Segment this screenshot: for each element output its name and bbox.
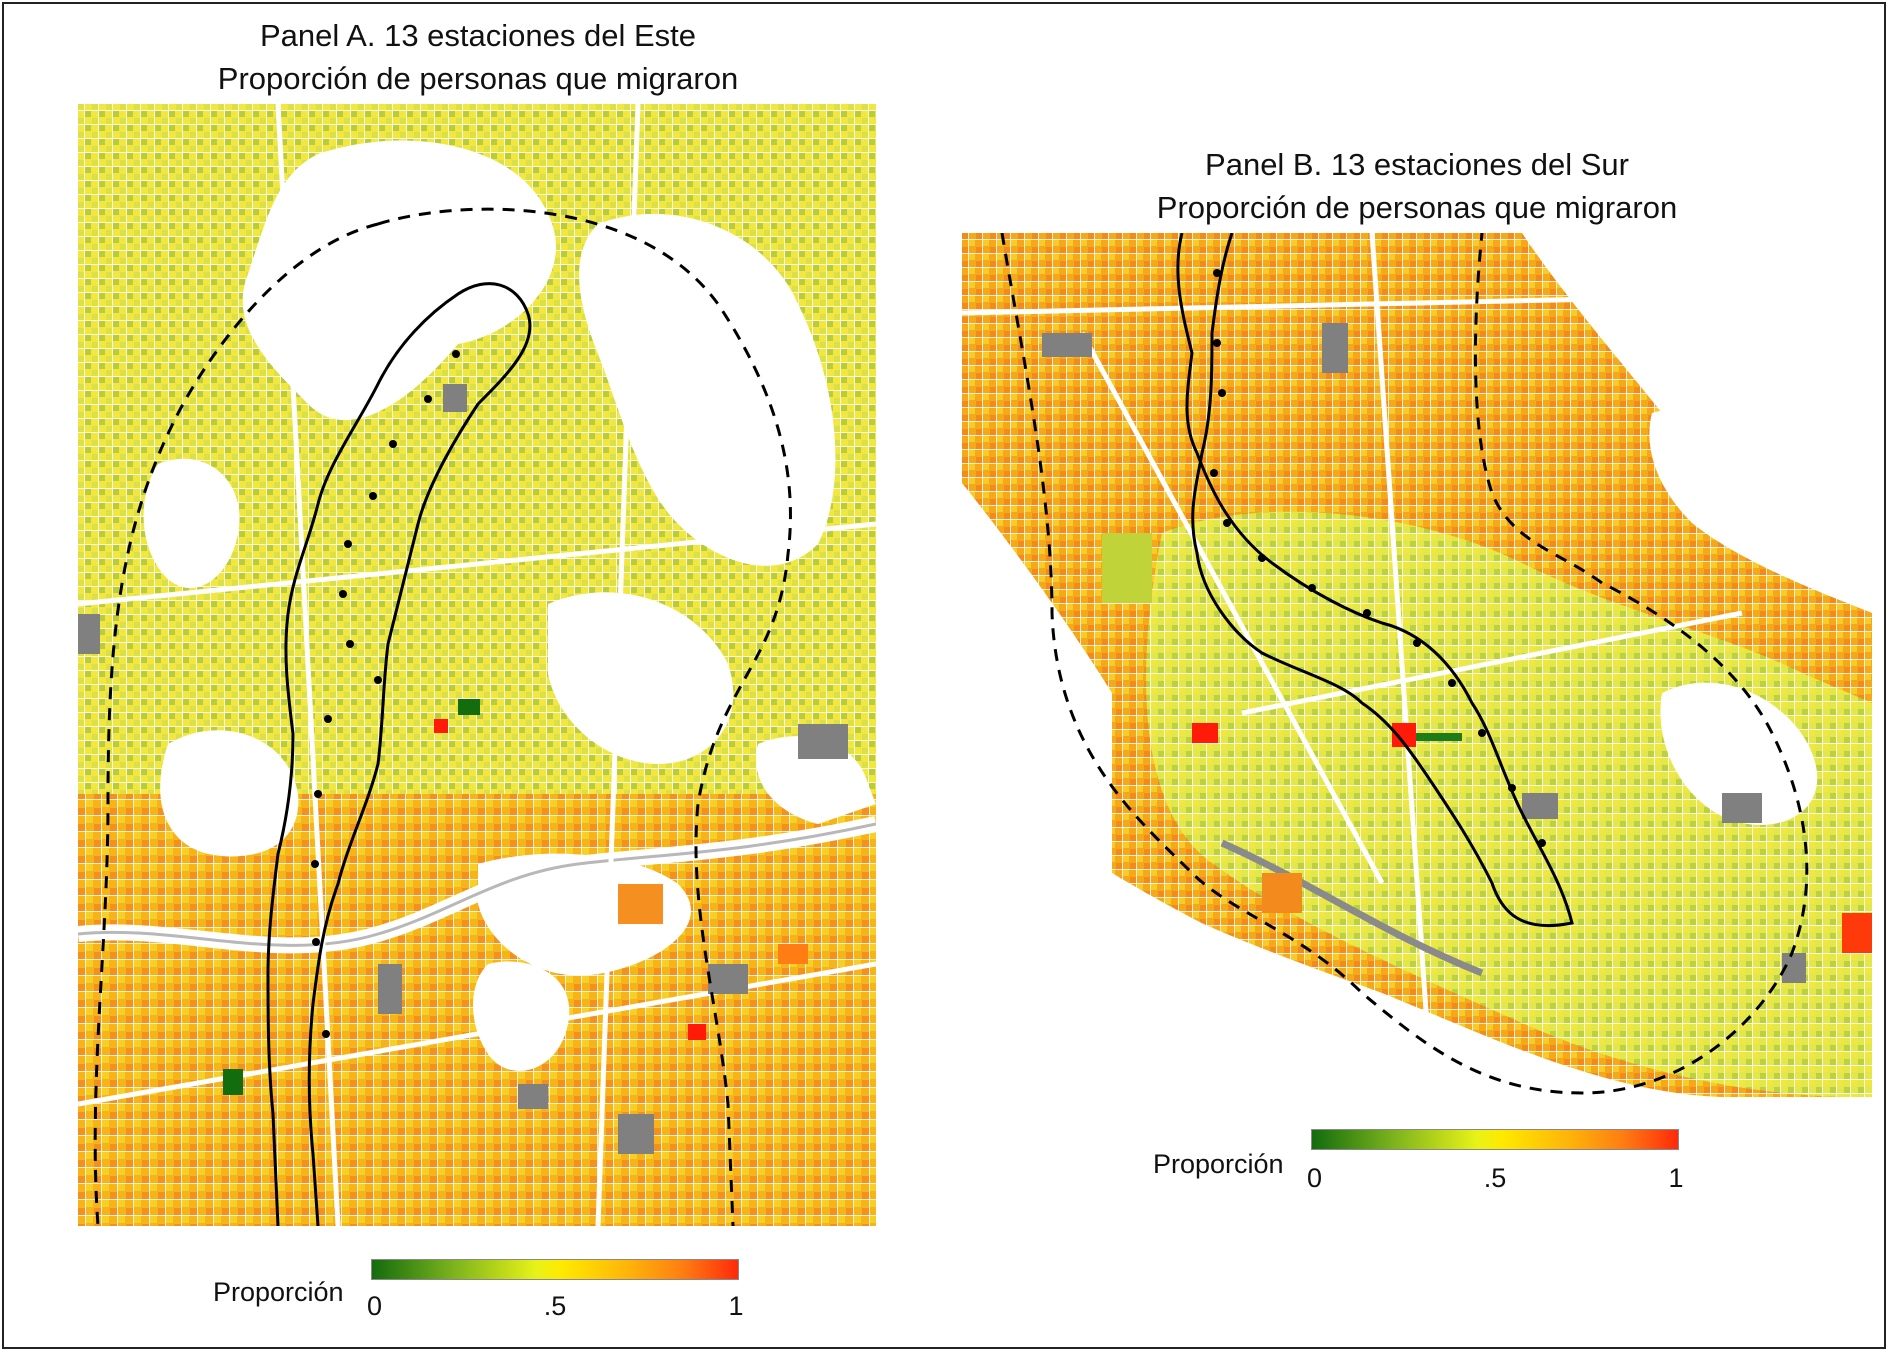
panel-a-stations bbox=[311, 350, 460, 1038]
panel-a-map-svg bbox=[78, 104, 876, 1226]
panel-a-title: Panel A. 13 estaciones del Este Proporci… bbox=[78, 14, 878, 100]
panel-b-legend-tick-0: 0 bbox=[1307, 1163, 1323, 1193]
panel-b-legend-tick-half: .5 bbox=[1483, 1163, 1507, 1193]
panel-b-buffer-outer bbox=[1000, 233, 1809, 1095]
panel-b-legend-tick-1: 1 bbox=[1668, 1163, 1684, 1193]
panel-b-legend-bar bbox=[1311, 1129, 1679, 1150]
panel-a-legend-title: Proporción bbox=[213, 1277, 344, 1307]
panel-a-legend-bar bbox=[371, 1259, 739, 1280]
panel-b-base bbox=[962, 233, 1872, 1097]
panel-b-title-line1: Panel B. 13 estaciones del Sur bbox=[1205, 147, 1629, 182]
panel-b-map bbox=[962, 233, 1872, 1097]
panel-b-buffer-inner bbox=[1176, 233, 1574, 928]
panel-a-title-line1: Panel A. 13 estaciones del Este bbox=[259, 18, 696, 53]
panel-a-buffer-inner bbox=[266, 282, 532, 1226]
panel-b-title: Panel B. 13 estaciones del Sur Proporció… bbox=[962, 143, 1872, 229]
panel-b-stations bbox=[1210, 269, 1546, 847]
panel-b-title-line2: Proporción de personas que migraron bbox=[1156, 190, 1678, 225]
panel-a-map bbox=[78, 104, 876, 1226]
panel-b-legend-title: Proporción bbox=[1153, 1149, 1284, 1179]
panel-a-buffer-outer bbox=[93, 207, 792, 1226]
panel-a-legend-tick-0: 0 bbox=[367, 1291, 383, 1321]
panel-a-title-line2: Proporción de personas que migraron bbox=[217, 61, 739, 96]
panel-a-base bbox=[78, 104, 876, 1226]
panel-b-map-svg bbox=[962, 233, 1872, 1097]
panel-a-legend-tick-half: .5 bbox=[543, 1291, 567, 1321]
panel-a-legend-tick-1: 1 bbox=[728, 1291, 744, 1321]
